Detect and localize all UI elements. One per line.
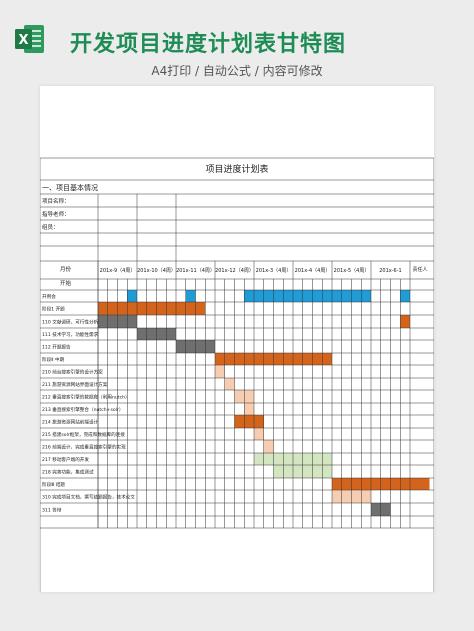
gantt-bar (254, 428, 264, 440)
table-title: 项目进度计划表 (205, 163, 268, 175)
page-subtitle: A4打印 / 自动公式 / 内容可修改 (151, 64, 323, 78)
gantt-bar (263, 440, 274, 453)
month-header: 201x-5（4周） (334, 268, 370, 274)
task-label: 311 答辩 (42, 507, 62, 514)
logo-letter: X (18, 33, 28, 48)
spreadsheet-sheet: 项目进度计划表 一、项目基本情况 项目名称： 指导老师： 组员： 月份 开始 责… (39, 86, 435, 592)
info-label-members: 组员： (42, 223, 59, 231)
gantt-table: 项目进度计划表 一、项目基本情况 项目名称： 指导老师： 组员： 月份 开始 责… (39, 157, 435, 592)
task-label: 阶段Ⅲ 结题 (42, 481, 65, 488)
gantt-bar (185, 290, 196, 302)
task-label: 212 垂直搜索引擎的数据爬（利用nutch） (42, 394, 130, 401)
gantt-bar (127, 290, 137, 302)
task-label: 217 移动客户端的开发 (42, 456, 89, 463)
task-label: 310 完成项目文档，撰写结题报告，技术论文 (42, 494, 135, 501)
info-label-teacher: 指导老师： (42, 210, 70, 218)
month-header: 201x-12（4周） (215, 268, 254, 274)
info-label-project: 项目名称： (42, 197, 70, 205)
task-label: 213 垂直搜索引擎整合（nutch+solr） (42, 406, 123, 413)
gantt-bar (234, 415, 264, 428)
month-header: 201x-4（4周） (295, 268, 331, 274)
month-label: 月份 (60, 265, 72, 273)
gantt-bar (224, 378, 235, 390)
gantt-bar (244, 403, 254, 415)
month-header: 201x-6-1 (379, 268, 401, 274)
gantt-bar (98, 302, 206, 315)
task-label: 阶段Ⅱ 中期 (42, 356, 65, 363)
month-header: 201x-11（4周） (176, 268, 215, 274)
task-label: 112 开题报告 (42, 344, 71, 351)
task-label: 110 文献调研，可行性分析 (42, 319, 99, 326)
month-header: 201x-3（4周） (256, 268, 292, 274)
excel-logo-icon: X (14, 22, 46, 56)
gantt-bar (215, 365, 225, 378)
task-label: 阶段1 开题 (42, 306, 65, 313)
task-label: 218 完善功能，集成测试 (42, 469, 94, 476)
owner-label: 责任人 (412, 266, 427, 273)
month-header: 201x-9（4周） (100, 268, 136, 274)
task-label: 210 前台搜索引擎的设计方案 (42, 369, 103, 376)
month-header: 201x-10（4周） (137, 268, 176, 274)
gantt-bar (400, 315, 410, 328)
task-label: 111 技术学习，功能性需求 (42, 331, 99, 338)
task-label: 开例会 (42, 293, 56, 300)
gantt-bar (244, 290, 371, 302)
task-label: 211 旅游资源网站界面设计方案 (42, 381, 108, 388)
gantt-bar (400, 290, 410, 302)
section-heading: 一、项目基本情况 (42, 183, 98, 192)
task-label: 216 前端设计，完成垂直搜索引擎的实现 (42, 444, 126, 451)
task-label: 214 旅游资源网站前端设计 (42, 419, 99, 426)
start-label: 开始 (60, 279, 72, 287)
page-title: 开发项目进度计划表甘特图 (70, 32, 347, 57)
task-label: 215 搭建solr框架，完成和数据库的连接 (42, 431, 125, 438)
banner: X 开发项目进度计划表甘特图 A4打印 / 自动公式 / 内容可修改 (0, 0, 474, 86)
